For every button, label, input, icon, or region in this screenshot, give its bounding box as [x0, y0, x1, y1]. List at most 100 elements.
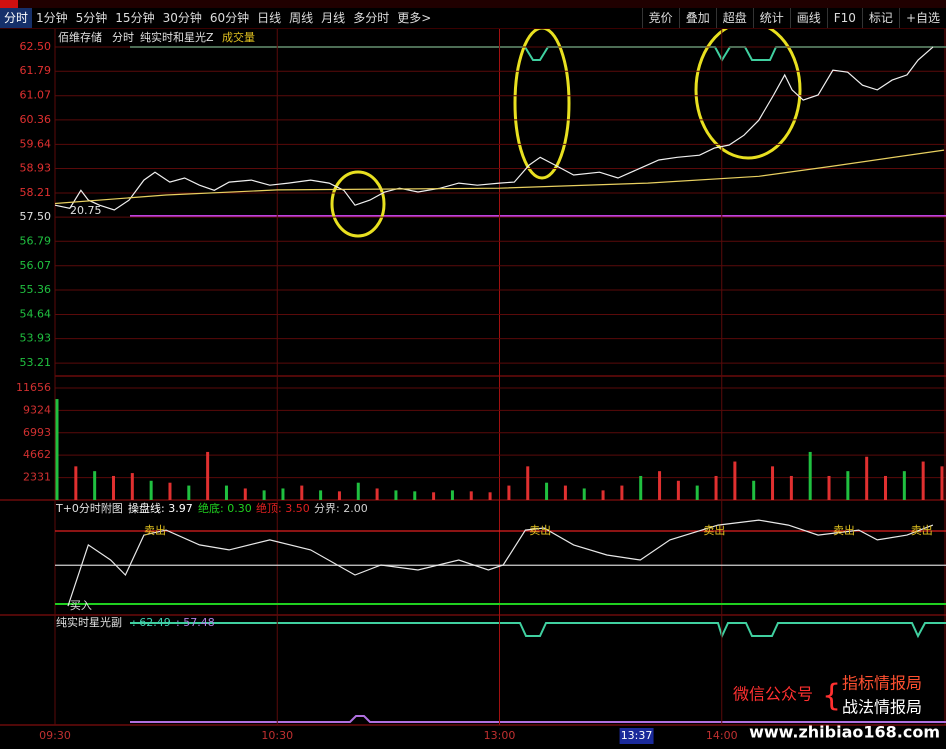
y-tick-label: 56.07 — [20, 259, 52, 272]
volume-bar — [149, 480, 153, 500]
y-tick-label: 59.64 — [20, 137, 52, 150]
tab[interactable]: 30分钟 — [162, 11, 202, 25]
volume-bar — [507, 485, 511, 500]
signal-label: 卖出 — [529, 523, 551, 537]
volume-bar — [111, 475, 115, 500]
watermark-prefix: 微信公众号 — [733, 685, 813, 704]
tab[interactable]: +自选 — [898, 8, 946, 28]
tab[interactable]: 多分时 — [353, 11, 390, 25]
price-line — [54, 149, 945, 205]
pane-title: 纯实时星光副 — [56, 615, 122, 629]
volume-bar — [582, 488, 586, 500]
volume-bar — [469, 491, 473, 500]
tab[interactable]: 叠加 — [678, 8, 716, 28]
y-tick-label: 55.36 — [20, 283, 52, 296]
tab[interactable]: 画线 — [789, 8, 827, 28]
volume-bar — [827, 475, 831, 500]
volume-bar — [789, 475, 793, 500]
volume-bar — [526, 466, 530, 500]
cursor-label-bg — [619, 728, 654, 744]
volume-bar — [563, 485, 567, 500]
legend-entry: 分界: 2.00 — [314, 502, 368, 515]
volume-bar — [601, 490, 605, 500]
volume-bar — [93, 471, 97, 500]
volume-bar — [224, 485, 228, 500]
resistance-line — [130, 46, 946, 63]
volume-bar — [884, 475, 888, 500]
x-tick-label: 10:30 — [261, 729, 293, 742]
y-tick-label: 61.07 — [20, 89, 52, 102]
watermark-url: www.zhibiao168.com — [749, 723, 940, 742]
volume-bar — [375, 488, 379, 500]
tab[interactable]: 月线 — [321, 11, 346, 25]
tab[interactable]: 1分钟 — [36, 11, 68, 25]
volume-bar — [676, 480, 680, 500]
y-tick-label: 61.79 — [20, 64, 52, 77]
watermark-line: 指标情报局 — [842, 674, 922, 693]
volume-bar — [413, 491, 417, 500]
tab[interactable]: 超盘 — [715, 8, 753, 28]
volume-bar — [752, 480, 756, 500]
y-tick-label: 9324 — [23, 403, 51, 416]
y-tick-label: 11656 — [16, 381, 51, 394]
highlight-circles — [330, 20, 802, 238]
circle — [513, 26, 571, 180]
volume-label: 成交量 — [222, 30, 255, 44]
tab[interactable]: 5分钟 — [75, 11, 108, 25]
signal-label: 买入 — [70, 599, 92, 612]
volume-bar — [695, 485, 699, 500]
y-tick-label: 4662 — [23, 448, 51, 461]
toolbar: 分时 1分钟 5分钟 15分钟 30分钟 60分钟 日线 周线 月线 多分时 更多> 竞价 叠加 超盘统… — [0, 8, 946, 29]
tab[interactable]: 更多> — [397, 11, 432, 25]
y-tick-label: 53.93 — [20, 332, 52, 345]
indicator-name: 纯实时和星光Z — [140, 30, 214, 44]
legend-entry: : 62.49 — [132, 616, 171, 629]
y-tick-label: 57.50 — [20, 210, 52, 223]
y-tick-label: 58.93 — [20, 162, 52, 175]
sub-resistance-line — [130, 622, 946, 639]
y-tick-label: 2331 — [23, 471, 51, 484]
volume-bar — [714, 475, 718, 500]
tab[interactable]: 统计 — [752, 8, 790, 28]
tab[interactable]: 分时 — [0, 8, 33, 28]
volume-bar — [243, 488, 247, 500]
y-tick-label: 56.79 — [20, 234, 52, 247]
period-tabs: 分时 1分钟 5分钟 15分钟 30分钟 60分钟 日线 周线 月线 多分时 更多> — [0, 8, 435, 28]
signal-label: 卖出 — [833, 523, 855, 537]
volume-bar — [281, 488, 285, 500]
y-tick-label: 53.21 — [20, 356, 52, 369]
volume-bar — [865, 456, 869, 500]
y-tick-label: 54.64 — [20, 307, 52, 320]
volume-bar — [921, 461, 925, 500]
volume-bar — [337, 491, 341, 500]
volume-bar — [356, 482, 360, 500]
tab[interactable]: F10 — [826, 8, 862, 28]
volume-bar — [545, 482, 549, 500]
volume-bar — [300, 485, 304, 500]
tab[interactable]: 日线 — [257, 11, 282, 25]
price-annotation: 20.75 — [70, 204, 102, 217]
tab[interactable]: 15分钟 — [115, 11, 155, 25]
legend-entry: 绝底: 0.30 — [198, 501, 252, 515]
circle — [694, 20, 802, 160]
y-tick-label: 62.50 — [20, 40, 52, 53]
tab[interactable]: 标记 — [861, 8, 899, 28]
watermark-line: 战法情报局 — [842, 698, 922, 717]
volume-bar — [319, 490, 323, 500]
tab[interactable]: 周线 — [289, 11, 314, 25]
volume-bar — [733, 461, 737, 500]
volume-bar — [168, 482, 172, 500]
volume-bar — [262, 490, 266, 500]
watermark-brace: { — [822, 679, 841, 714]
volume-bar — [639, 475, 643, 500]
stock-name: 佰维存储 — [58, 30, 102, 44]
tab[interactable]: 60分钟 — [209, 11, 250, 25]
signal-label: 卖出 — [911, 523, 933, 537]
x-tick-label: 09:30 — [39, 729, 71, 742]
y-tick-label: 6993 — [23, 426, 51, 439]
legend-entry: 绝顶: 3.50 — [256, 501, 310, 515]
volume-bar — [940, 466, 944, 500]
tab[interactable]: 竞价 — [641, 8, 679, 28]
